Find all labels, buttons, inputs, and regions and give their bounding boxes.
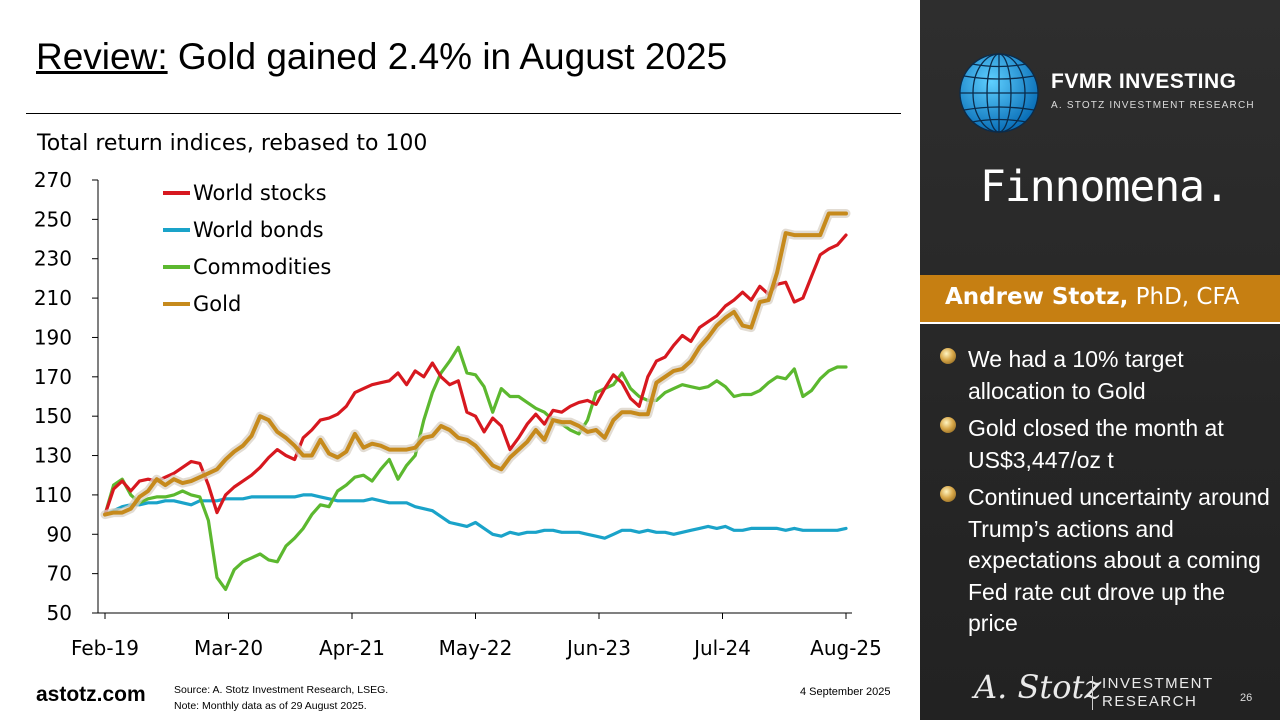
y-tick-label: 210 — [34, 286, 72, 310]
title-text: Gold gained 2.4% in August 2025 — [167, 36, 728, 77]
series-line-commodities — [103, 345, 848, 591]
right-panel: FVMR INVESTING A. STOTZ INVESTMENT RESEA… — [920, 0, 1280, 720]
x-tick-label: Feb-19 — [71, 636, 139, 660]
y-tick-label: 130 — [34, 444, 72, 468]
legend-label: World bonds — [193, 218, 324, 242]
line-chart: 50 70 90 110 130 150 170 190 210 230 250 270 Feb-19 M… — [34, 168, 882, 660]
series-line-world-bonds — [103, 493, 848, 540]
legend-label: Commodities — [193, 255, 331, 279]
y-tick-label: 90 — [47, 522, 72, 546]
presenter-credentials: PhD, CFA — [1128, 284, 1240, 310]
presenter-name-bold: Andrew Stotz, — [945, 284, 1129, 310]
globe-logo-icon — [959, 53, 1039, 133]
slide-content: Review: Gold gained 2.4% in August 2025 … — [26, 36, 901, 714]
bullet-item: Continued uncertainty around Trump’s act… — [940, 482, 1280, 640]
partner-logo: Finnomena. — [980, 162, 1230, 212]
gold-coin-bullet-icon — [940, 417, 956, 433]
ir-line-2: RESEARCH — [1102, 693, 1198, 710]
gold-coin-bullet-icon — [940, 348, 956, 364]
bullet-text: We had a 10% target allocation to Gold — [968, 346, 1184, 404]
bullet-text: Continued uncertainty around Trump’s act… — [968, 484, 1270, 636]
x-tick-label: Jul-24 — [692, 636, 751, 660]
y-tick-label: 250 — [34, 207, 72, 231]
chart-subtitle: Total return indices, rebased to 100 — [37, 131, 428, 156]
signature: A. Stotz — [974, 668, 1102, 706]
x-tick-label: Aug-25 — [810, 636, 882, 660]
bullet-list: We had a 10% target allocation to Gold G… — [940, 344, 1280, 646]
bullet-item: We had a 10% target allocation to Gold — [940, 344, 1280, 407]
legend-label: World stocks — [193, 181, 327, 205]
gold-coin-bullet-icon — [940, 486, 956, 502]
y-tick-label: 190 — [34, 325, 72, 349]
series-line-world-stocks — [103, 233, 848, 517]
x-tick-label: May-22 — [439, 636, 513, 660]
page-number: 26 — [1240, 692, 1253, 704]
y-tick-label: 50 — [47, 601, 72, 625]
title-divider — [26, 113, 901, 114]
x-tick-label: Apr-21 — [319, 636, 385, 660]
footer-date: 4 September 2025 — [800, 686, 891, 698]
note-line: Note: Monthly data as of 29 August 2025. — [174, 700, 367, 712]
legend-label: Gold — [193, 292, 241, 316]
y-tick-label: 150 — [34, 404, 72, 428]
title-review-label: Review: — [36, 36, 168, 77]
y-tick-label: 270 — [34, 168, 72, 192]
slide-title: Review: Gold gained 2.4% in August 2025 — [36, 36, 727, 78]
x-tick-label: Jun-23 — [565, 636, 631, 660]
presenter-bar: Andrew Stotz, PhD, CFA — [920, 275, 1280, 324]
y-tick-label: 170 — [34, 365, 72, 389]
brand-name: FVMR INVESTING — [1051, 70, 1237, 93]
bullet-text: Gold closed the month at US$3,447/oz t — [968, 415, 1224, 473]
ir-logo-text: INVESTMENT RESEARCH — [1102, 675, 1214, 711]
footer-url[interactable]: astotz.com — [36, 683, 146, 706]
footer-source: Source: A. Stotz Investment Research, LS… — [174, 682, 388, 714]
ir-line-1: INVESTMENT — [1102, 675, 1214, 692]
y-tick-label: 230 — [34, 247, 72, 271]
x-tick-label: Mar-20 — [194, 636, 263, 660]
y-tick-label: 110 — [34, 483, 72, 507]
brand-subtitle: A. STOTZ INVESTMENT RESEARCH — [1051, 100, 1255, 111]
bullet-item: Gold closed the month at US$3,447/oz t — [940, 413, 1280, 476]
source-line: Source: A. Stotz Investment Research, LS… — [174, 684, 389, 696]
y-tick-label: 70 — [47, 562, 72, 586]
signature-divider — [1092, 676, 1093, 710]
presenter-name: Andrew Stotz, PhD, CFA — [945, 284, 1239, 310]
series-line-gold — [103, 211, 848, 517]
